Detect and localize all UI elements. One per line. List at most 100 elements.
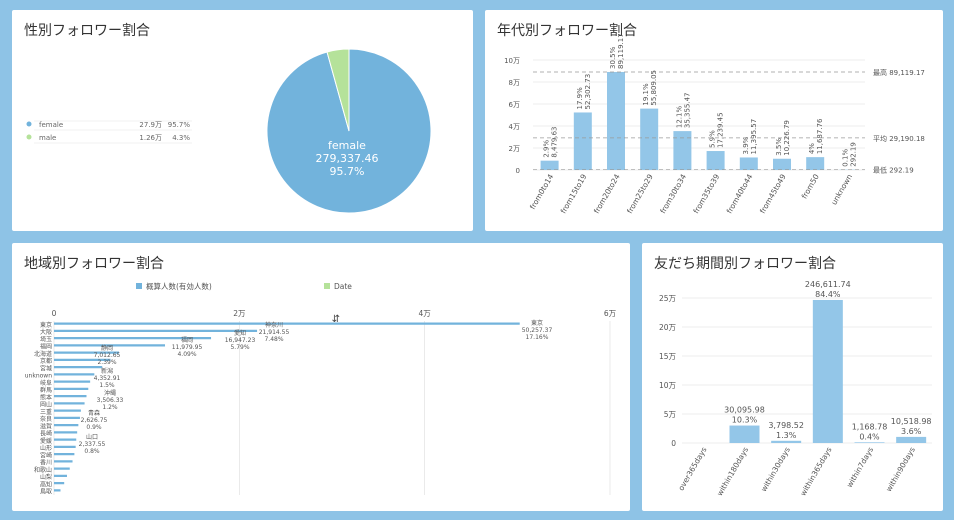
pie-label-name: female [328,139,366,152]
age-y-tick: 4万 [509,123,520,131]
gender-chart-panel: 性別フォロワー割合 female 279,337.46 95.7% female 27.… [12,10,473,231]
age-bar-from15to19 [573,112,592,170]
region-bar-京都 [54,358,111,361]
region-data-label-value: 2,626.75 [81,417,108,424]
age-chart-title: 年代別フォロワー割合 [497,23,637,39]
friend-value-label: 30,095.98 [724,406,765,415]
friend-period-chart-panel: 友だち期間別フォロワー割合 0 5万 10万 15万 20万 25万 over365days… [642,243,943,511]
age-pct-label: 30.5% [609,46,617,69]
age-x-tick-from15to19: from15to19 [559,172,589,215]
friend-pct-label: 10.3% [732,416,758,425]
legend-value-female: 27.9万 [139,121,162,129]
region-x-tick: 6万 [604,309,617,318]
age-bar-from30to34 [673,131,692,170]
age-value-label: 35,355.47 [683,92,691,128]
region-data-label-value: 16,947.23 [225,337,256,344]
age-value-label: 52,302.73 [584,74,592,110]
age-x-tick-from30to34: from30to34 [658,172,688,215]
region-bar-奈良 [54,416,80,419]
region-bar-山梨 [54,474,67,477]
age-chart-panel: 年代別フォロワー割合 0 2万 4万 6万 8万 10万 2.9% 8,479.63 from0… [485,10,943,231]
region-y-tick-岐阜: 岐阜 [40,379,52,387]
region-bar-三重 [54,409,81,412]
age-value-label: 17,239.45 [717,112,725,148]
region-data-label-pct: 1.5% [99,382,115,389]
region-bar-群馬 [54,387,89,390]
region-y-tick-東京: 東京 [40,321,52,329]
region-data-label-pct: 17.16% [526,334,549,341]
region-data-label-pct: 2.39% [97,359,116,366]
region-data-label-pct: 0.8% [84,448,100,455]
region-bar-滋賀 [54,424,79,427]
region-data-label-pct: 7.48% [264,336,283,343]
region-bar-山形 [54,445,76,448]
region-data-label-region: 新潟 [101,367,113,375]
region-bar-愛媛 [54,438,77,441]
region-y-tick-三重: 三重 [40,408,52,416]
region-bar-高知 [54,482,65,485]
legend-pct-male: 4.3% [172,134,190,142]
region-data-label-region: 静岡 [101,344,113,352]
age-x-tick-from0to14: from0to14 [528,172,556,211]
friend-y-tick: 15万 [659,352,677,361]
age-pct-label: 12.1% [675,106,683,129]
age-x-tick-from35to39: from35to39 [691,172,721,215]
friend-bar-within180days [729,425,760,443]
age-x-tick-from40to44: from40to44 [725,172,755,215]
region-data-label-value: 11,979.95 [172,344,203,351]
region-y-tick-香川: 香川 [40,459,52,467]
friend-x-tick-over365days: over365days [676,445,708,492]
gender-chart-title: 性別フォロワー割合 [24,23,150,39]
region-data-label-value: 21,914.55 [259,329,290,336]
age-y-tick: 8万 [509,79,520,87]
legend-marker-female [26,121,32,127]
legend-label-male: male [39,134,56,142]
region-y-tick-高知: 高知 [40,480,52,488]
friend-pct-label: 0.4% [859,432,880,441]
region-y-tick-和歌山: 和歌山 [34,466,52,474]
age-reference-label: 最高 89,119.17 [873,68,925,77]
friend-y-tick: 10万 [659,381,677,390]
region-legend-label-1: 概算人数(有効人数) [146,281,212,291]
age-bar-from35to39 [706,151,725,170]
region-y-tick-宮崎: 宮崎 [40,451,52,459]
region-legend-marker-2 [324,283,330,289]
age-x-tick-from50: from50 [800,172,821,200]
region-y-tick-熊本: 熊本 [40,393,52,401]
region-chart-title: 地域別フォロワー割合 [24,256,164,272]
region-y-tick-滋賀: 滋賀 [40,422,52,430]
region-y-tick-鳥取: 鳥取 [40,488,52,496]
friend-bar-within365days [812,299,843,443]
friend-bar-within7days [854,442,885,443]
region-legend-marker-1 [136,283,142,289]
region-data-label-region: 東京 [531,319,543,327]
age-reference-label: 平均 29,190.18 [873,134,925,143]
region-data-label-region: 沖縄 [104,389,116,397]
age-pct-label: 4% [808,143,816,154]
region-data-label-value: 7,012.65 [94,352,121,359]
region-data-label-region: 福岡 [181,336,193,344]
age-pct-label: 0.1% [841,149,849,167]
friend-value-label: 3,798.52 [768,421,804,430]
friend-x-tick-within90days: within90days [884,445,917,493]
friend-y-tick: 25万 [659,294,677,303]
friend-value-label: 10,518.98 [891,417,932,426]
region-data-label-value: 3,506.33 [97,397,124,404]
region-data-label-pct: 1.2% [102,404,118,411]
age-bar-from40to44 [739,157,758,170]
age-bar-from45to49 [773,158,791,170]
friend-bar-within30days [771,440,802,443]
region-bar-東京 [54,322,520,325]
age-bar-from50 [806,157,825,170]
region-y-tick-長崎: 長崎 [40,430,52,438]
pie-label-value: 279,337.46 [316,152,379,165]
region-bar-北海道 [54,351,119,354]
age-bar-from0to14 [540,160,559,170]
age-pct-label: 19.1% [642,83,650,106]
region-x-tick: 2万 [233,309,246,318]
region-y-tick-群馬: 群馬 [40,386,52,394]
friend-x-tick-within365days: within365days [798,445,833,497]
age-y-tick: 0 [516,167,520,175]
region-y-tick-京都: 京都 [40,357,52,365]
